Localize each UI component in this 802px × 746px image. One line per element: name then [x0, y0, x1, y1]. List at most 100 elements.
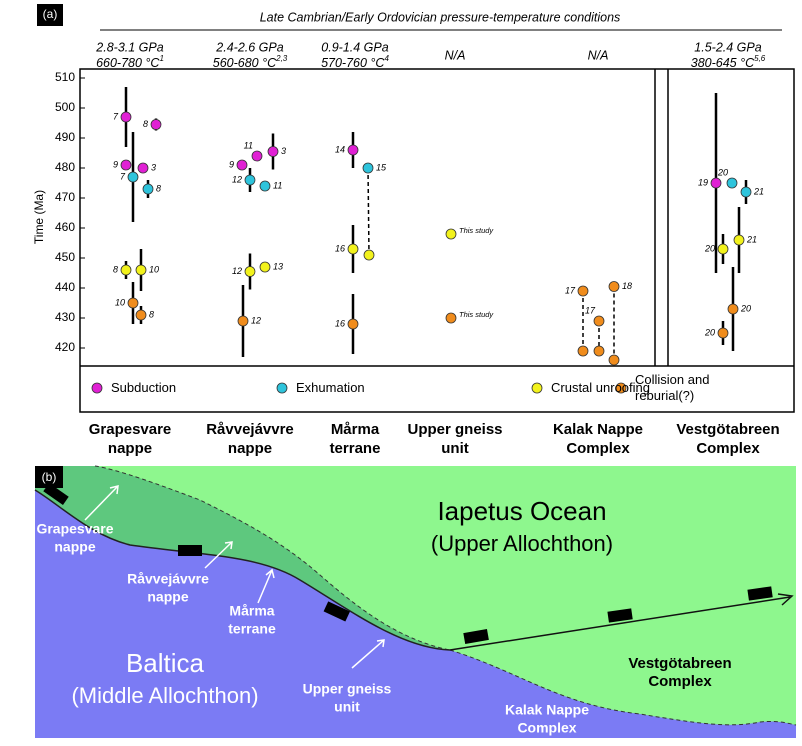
y-tick-label: 470 [55, 190, 75, 204]
point [251, 150, 263, 162]
point [577, 285, 589, 297]
condition-temperature: 560-680 °C2,3 [213, 54, 288, 70]
unit-label: Complex [517, 720, 576, 736]
point [244, 266, 256, 277]
point [727, 303, 739, 315]
unit-label: Råvvejávvre [127, 571, 209, 587]
point-label: 20 [717, 167, 728, 177]
point [445, 228, 457, 240]
point-label: This study [459, 310, 494, 319]
reference: 5,6 [754, 54, 766, 63]
dashed-boundary [449, 649, 797, 726]
y-tick-label: 460 [55, 220, 75, 234]
column-label: Upper gneiss unit [407, 421, 503, 457]
point [120, 111, 132, 123]
legend-swatch [276, 382, 288, 394]
point [593, 345, 605, 357]
diagram: (b) Iapetus Ocean (Upper Allochthon) Baltic… [34, 465, 797, 738]
block [463, 628, 489, 644]
unit-label: Upper gneiss [303, 681, 392, 697]
point [710, 177, 722, 189]
region-label: Baltica [126, 648, 205, 678]
point [362, 162, 374, 174]
point [347, 318, 359, 330]
frame [79, 68, 795, 413]
link [367, 167, 370, 256]
point [236, 159, 248, 171]
point [259, 261, 271, 273]
point-label: 9 [113, 159, 118, 169]
legend-swatch [615, 382, 627, 394]
column-label: Råvvejávvre nappe [206, 421, 294, 457]
legend-swatch [531, 382, 543, 394]
y-axis-label: Time (Ma) [32, 190, 46, 244]
region-label: (Middle Allochthon) [71, 683, 258, 708]
point [733, 234, 745, 246]
chart-title: Late Cambrian/Early Ordovician pressure-… [260, 10, 621, 24]
block [607, 608, 633, 623]
unit-label: nappe [54, 539, 95, 555]
panel-label: (a) [43, 7, 58, 21]
panel-label-box [35, 466, 63, 488]
point-label: 8 [143, 119, 148, 129]
unit-label: Kalak Nappe [505, 702, 589, 718]
reference: 2,3 [275, 54, 288, 63]
point [150, 119, 162, 130]
point-label: 17 [565, 285, 576, 295]
condition-note: N/A [588, 48, 609, 62]
point [726, 177, 738, 189]
point-label: 12 [251, 315, 261, 325]
point-label: 12 [232, 174, 242, 184]
point [267, 146, 279, 157]
temperature: 570-760 °C [321, 56, 385, 70]
block [323, 601, 350, 622]
point [347, 243, 359, 255]
point-label: 11 [244, 140, 253, 150]
column-label: Grapesvare nappe [88, 421, 172, 457]
condition-pressure: 1.5-2.4 GPa [694, 40, 761, 54]
point-label: 17 [585, 305, 596, 315]
arrow-head [777, 593, 794, 606]
y-tick-label: 480 [55, 160, 75, 174]
block [43, 483, 69, 505]
point [244, 174, 256, 186]
region-label: Iapetus Ocean [437, 496, 606, 526]
legend-label: Subduction [111, 380, 177, 395]
point-label: 8 [113, 264, 118, 274]
point [137, 162, 149, 174]
y-tick-label: 490 [55, 130, 75, 144]
point [740, 186, 752, 198]
reference: 1 [159, 54, 163, 63]
point-label: 13 [273, 261, 283, 271]
panel-label: (b) [42, 470, 57, 484]
y-tick-label: 430 [55, 310, 75, 324]
temperature: 380-645 °C [691, 56, 755, 70]
point [363, 249, 375, 261]
point [127, 297, 139, 309]
unit-label: Complex [648, 673, 712, 690]
point [347, 144, 359, 156]
region-label: (Upper Allochthon) [431, 531, 613, 556]
condition-temperature: 380-645 °C5,6 [691, 54, 766, 70]
upper-nappe-wedge [35, 466, 450, 650]
unit-label: unit [334, 699, 360, 715]
point [237, 315, 249, 327]
point-label: 8 [156, 183, 161, 193]
point-label: 10 [115, 297, 125, 307]
y-tick-label: 420 [55, 340, 75, 354]
point-label: 9 [229, 159, 234, 169]
column-label: Kalak Nappe Complex [552, 421, 644, 457]
point-label: 12 [232, 266, 242, 276]
point-label: 10 [149, 264, 159, 274]
point [593, 315, 605, 327]
point-label: 19 [698, 177, 708, 187]
point [135, 264, 147, 276]
point-label: 16 [335, 243, 345, 253]
pointers [84, 485, 385, 669]
block [178, 545, 202, 556]
unit-label: Vestgötabreen [628, 655, 731, 672]
legend-label: Exhumation [296, 380, 365, 395]
temperature: 660-780 °C [96, 56, 160, 70]
